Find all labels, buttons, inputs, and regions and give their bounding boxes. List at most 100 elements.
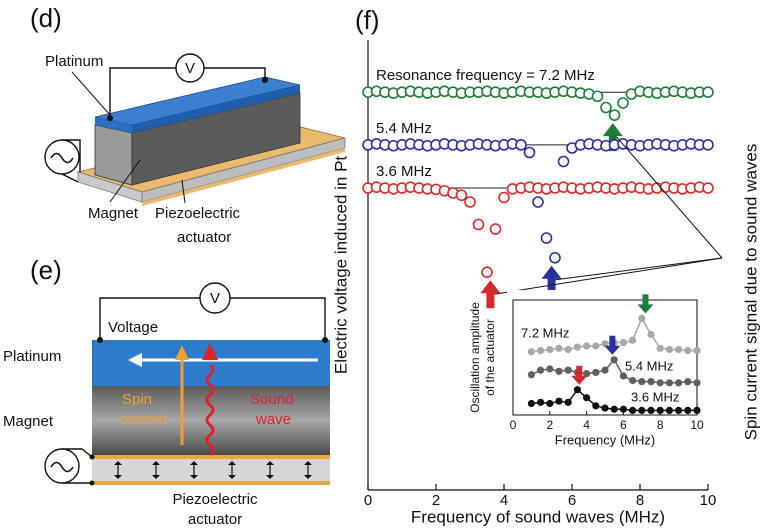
data-point (592, 369, 599, 376)
x-tick-label: 6 (568, 492, 576, 509)
data-point (620, 372, 627, 379)
actuator-label: actuator (188, 511, 242, 528)
data-point (550, 253, 560, 263)
data-point (629, 337, 636, 344)
x-tick-label: 8 (636, 492, 644, 509)
series-label: 5.4 MHz (625, 358, 673, 373)
sound-wave-label: wave (255, 411, 291, 428)
voltmeter-label: V (185, 60, 195, 77)
panel-label: (e) (30, 255, 62, 285)
data-point (528, 348, 535, 355)
annotation: Spin current signal due to sound waves (741, 144, 760, 441)
data-point (666, 379, 673, 386)
data-point (657, 379, 664, 386)
data-point (555, 368, 562, 375)
y-axis-label: Electric voltage induced in Pt (331, 156, 350, 375)
data-point (684, 407, 691, 414)
spin-current-label: current (120, 411, 168, 428)
spin-current-label: Spin (122, 391, 152, 408)
data-point (629, 407, 636, 414)
series-label: Resonance frequency = 7.2 MHz (376, 67, 595, 84)
panel-label: (f) (355, 5, 380, 35)
data-point (525, 148, 535, 158)
data-point (666, 346, 673, 353)
x-axis-label: Frequency of sound waves (MHz) (411, 507, 665, 526)
actuator-label: Piezoelectric (172, 491, 258, 508)
data-point (593, 91, 603, 101)
data-point (675, 346, 682, 353)
actuator-label: actuator (177, 229, 231, 246)
data-point (647, 331, 654, 338)
series-label: 5.4 MHz (376, 120, 432, 137)
annotation-line (494, 258, 722, 294)
data-point (457, 190, 467, 200)
series-label: 3.6 MHz (631, 389, 679, 404)
x-tick-label: 10 (700, 492, 717, 509)
data-point (565, 399, 572, 406)
data-point (675, 379, 682, 386)
data-point (528, 400, 535, 407)
data-point (537, 347, 544, 354)
x-tick-label: 4 (500, 492, 508, 509)
data-point (559, 157, 569, 167)
data-point (592, 342, 599, 349)
x-tick-label: 10 (690, 418, 704, 432)
data-point (703, 87, 713, 97)
data-point (555, 398, 562, 405)
data-point (638, 315, 645, 322)
data-point (693, 407, 700, 414)
x-tick-label: 2 (432, 492, 440, 509)
data-point (647, 378, 654, 385)
data-point (647, 407, 654, 414)
data-point (592, 402, 599, 409)
x-tick-label: 6 (620, 418, 627, 432)
series-label: 7.2 MHz (521, 325, 569, 340)
data-point (611, 406, 618, 413)
data-point (474, 220, 484, 230)
data-point (499, 193, 509, 203)
voltmeter-label: V (210, 290, 220, 307)
data-point (620, 406, 627, 413)
data-point (574, 386, 581, 393)
data-point (542, 233, 552, 243)
data-point (684, 347, 691, 354)
data-point (528, 371, 535, 378)
x-tick-label: 2 (546, 418, 553, 432)
data-point (516, 140, 526, 150)
annotation-line (556, 258, 722, 280)
annotation-line (617, 137, 722, 258)
platinum-label: Platinum (45, 53, 103, 70)
data-point (638, 407, 645, 414)
data-point (657, 407, 664, 414)
x-tick-label: 8 (657, 418, 664, 432)
data-point (684, 378, 691, 385)
data-point (666, 407, 673, 414)
x-tick-label: 0 (510, 418, 517, 432)
platinum-label: Platinum (3, 348, 61, 365)
data-point (537, 399, 544, 406)
sound-wave-label: Sound (250, 391, 293, 408)
data-point (611, 356, 618, 363)
data-point (703, 140, 713, 150)
data-point (583, 394, 590, 401)
data-point (482, 267, 492, 277)
y-axis-label: Oscillation amplitude (468, 302, 482, 413)
data-point (620, 339, 627, 346)
data-point (565, 346, 572, 353)
data-point (465, 197, 475, 207)
data-point (693, 379, 700, 386)
data-point (491, 224, 501, 234)
data-point (610, 110, 620, 120)
magnet-label: Magnet (3, 413, 54, 430)
data-point (601, 405, 608, 412)
data-point (703, 183, 713, 193)
magnet-label: Magnet (88, 205, 139, 222)
data-point (555, 345, 562, 352)
data-point (638, 378, 645, 385)
data-point (574, 344, 581, 351)
data-point (657, 345, 664, 352)
voltage-label: Voltage (108, 319, 158, 336)
data-point (546, 400, 553, 407)
x-tick-label: 4 (583, 418, 590, 432)
data-point (693, 347, 700, 354)
